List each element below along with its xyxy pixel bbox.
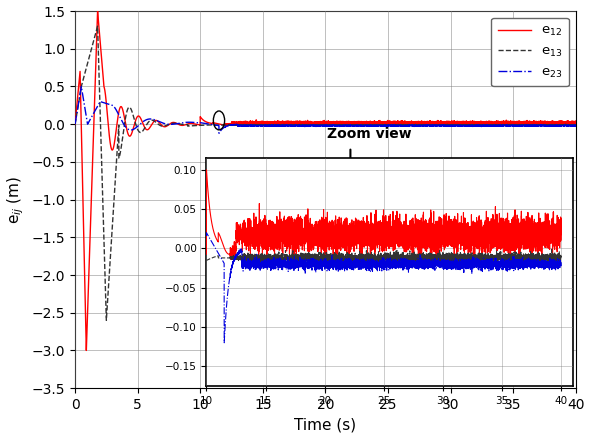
Y-axis label: e$_{ij}$ (m): e$_{ij}$ (m) — [5, 176, 26, 224]
e$_{23}$ — [572, 123, 579, 128]
e$_{13}$ — [486, 122, 493, 127]
X-axis label: Time (s): Time (s) — [294, 417, 356, 432]
e$_{23}$ — [78, 84, 85, 89]
e$_{12}$ — [94, 8, 101, 14]
e$_{13}$ — [225, 123, 232, 128]
e$_{12}$ — [450, 121, 457, 126]
e$_{13}$ — [371, 123, 378, 128]
e$_{23}$ — [450, 123, 457, 128]
e$_{13}$ — [503, 123, 510, 128]
e$_{13}$ — [71, 122, 78, 127]
e$_{12}$ — [225, 122, 232, 127]
e$_{23}$ — [71, 122, 78, 127]
Line: e$_{13}$: e$_{13}$ — [75, 26, 576, 320]
e$_{12}$ — [486, 122, 493, 127]
e$_{12}$ — [381, 120, 388, 125]
e$_{23}$ — [381, 123, 388, 128]
Text: Zoom view: Zoom view — [327, 127, 411, 141]
e$_{13}$ — [103, 318, 110, 323]
e$_{12}$ — [83, 348, 90, 353]
e$_{23}$ — [225, 123, 232, 128]
e$_{12}$ — [371, 120, 378, 126]
e$_{12}$ — [71, 122, 78, 127]
e$_{12}$ — [503, 121, 510, 127]
e$_{13}$ — [572, 123, 579, 128]
e$_{23}$ — [503, 123, 510, 128]
e$_{23}$ — [371, 123, 378, 128]
e$_{23}$ — [486, 124, 493, 129]
Line: e$_{23}$: e$_{23}$ — [75, 86, 576, 133]
e$_{13}$ — [381, 122, 388, 127]
e$_{13}$ — [94, 24, 101, 29]
e$_{13}$ — [450, 122, 457, 127]
e$_{12}$ — [572, 120, 579, 125]
Line: e$_{12}$: e$_{12}$ — [75, 11, 576, 350]
e$_{23}$ — [215, 131, 222, 136]
Legend: e$_{12}$, e$_{13}$, e$_{23}$: e$_{12}$, e$_{13}$, e$_{23}$ — [491, 18, 569, 86]
